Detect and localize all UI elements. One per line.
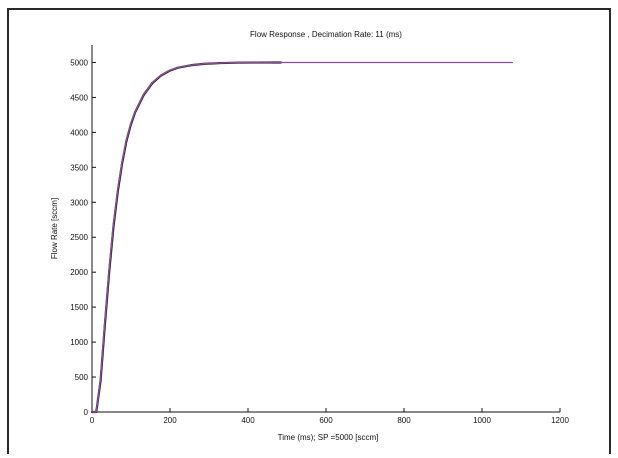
y-tick-label: 1000: [70, 338, 88, 347]
y-tick-label: 1500: [70, 303, 88, 312]
x-tick-label: 400: [241, 416, 255, 425]
series-line-3: [91, 61, 273, 413]
ticks: 0 200 400 600 800 1000 1200 0 500 1000 1500 2000 250…: [70, 58, 569, 425]
y-tick-label: 0: [84, 408, 89, 417]
figure-frame: [7, 8, 611, 454]
x-tick-label: 800: [397, 416, 411, 425]
y-tick-label: 3500: [70, 163, 88, 172]
series-line-4: [91, 61, 514, 413]
y-axis-label: Flow Rate [sccm]: [50, 198, 59, 259]
axes: [91, 45, 560, 413]
x-tick-label: 600: [319, 416, 333, 425]
x-tick-label: 0: [90, 416, 95, 425]
y-tick-label: 3000: [70, 198, 88, 207]
x-tick-label: 200: [163, 416, 177, 425]
x-tick-label: 1200: [551, 416, 569, 425]
series-line-1: [90, 61, 282, 414]
series-line-2: [91, 61, 273, 413]
series-lines: [90, 61, 514, 414]
x-tick-label: 1000: [473, 416, 491, 425]
y-tick-label: 4000: [70, 128, 88, 137]
y-tick-label: 2500: [70, 233, 88, 242]
y-tick-label: 500: [75, 373, 89, 382]
y-tick-label: 5000: [70, 58, 88, 67]
y-tick-label: 4500: [70, 93, 88, 102]
x-axis-label: Time (ms); SP =5000 [sccm]: [278, 433, 379, 442]
y-tick-label: 2000: [70, 268, 88, 277]
chart-title: Flow Response , Decimation Rate: 11 (ms): [250, 30, 402, 39]
